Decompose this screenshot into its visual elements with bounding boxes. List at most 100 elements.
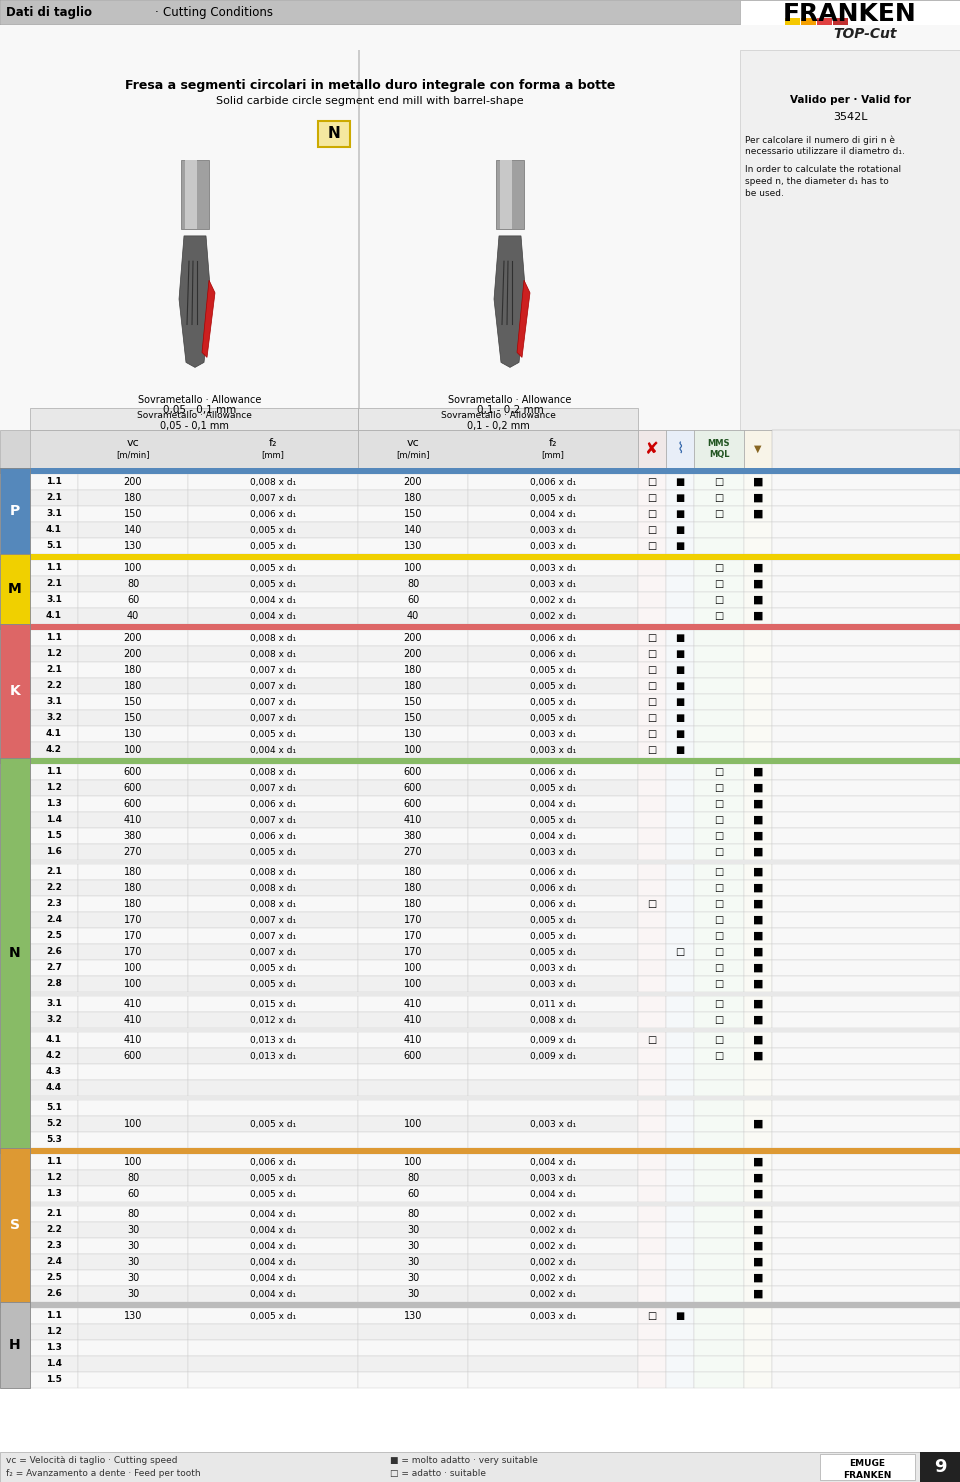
Bar <box>358 960 468 977</box>
Bar <box>694 1286 744 1303</box>
Text: □: □ <box>714 1034 724 1045</box>
Bar <box>468 694 638 710</box>
Bar <box>30 576 78 591</box>
Text: vᴄ: vᴄ <box>407 439 420 448</box>
Text: 410: 410 <box>404 815 422 825</box>
Bar <box>188 1132 358 1149</box>
Text: ■: ■ <box>676 745 684 754</box>
Text: 0,005 x d₁: 0,005 x d₁ <box>250 980 296 988</box>
Text: 0,005 x d₁: 0,005 x d₁ <box>250 1190 296 1199</box>
Text: 0,007 x d₁: 0,007 x d₁ <box>250 815 296 824</box>
Bar <box>666 1116 694 1132</box>
Text: □: □ <box>714 1015 724 1026</box>
Bar <box>358 1356 468 1372</box>
Text: 0,003 x d₁: 0,003 x d₁ <box>530 526 576 535</box>
Bar <box>0 430 960 468</box>
Bar <box>744 1356 772 1372</box>
Bar <box>666 662 694 677</box>
Text: □: □ <box>714 947 724 957</box>
Bar <box>188 742 358 757</box>
Bar <box>468 1372 638 1389</box>
Bar <box>0 757 30 1149</box>
Text: □: □ <box>714 508 724 519</box>
Text: 0,005 x d₁: 0,005 x d₁ <box>250 848 296 857</box>
Bar <box>638 1154 666 1169</box>
Text: 410: 410 <box>124 815 142 825</box>
Text: □: □ <box>676 947 684 957</box>
Text: 3.1: 3.1 <box>46 596 62 605</box>
Bar <box>468 538 638 554</box>
Bar <box>468 960 638 977</box>
Text: □: □ <box>647 745 657 754</box>
Text: N: N <box>327 126 341 141</box>
Bar <box>744 1100 772 1116</box>
Text: 0,006 x d₁: 0,006 x d₁ <box>250 510 296 519</box>
Text: 380: 380 <box>404 831 422 840</box>
Bar <box>188 1270 358 1286</box>
Bar <box>30 911 78 928</box>
Text: 0,004 x d₁: 0,004 x d₁ <box>250 745 296 754</box>
Polygon shape <box>202 280 215 357</box>
Bar <box>30 860 960 864</box>
Bar <box>744 1223 772 1237</box>
Bar <box>188 960 358 977</box>
Bar <box>30 1029 960 1031</box>
Bar <box>78 1064 188 1080</box>
Bar <box>744 828 772 845</box>
Bar <box>772 828 960 845</box>
Bar <box>188 828 358 845</box>
Text: 0,005 x d₁: 0,005 x d₁ <box>530 916 576 925</box>
Bar <box>188 591 358 608</box>
Bar <box>666 977 694 991</box>
Text: □: □ <box>647 633 657 643</box>
Bar <box>30 1064 78 1080</box>
Bar <box>772 780 960 796</box>
Bar <box>468 996 638 1012</box>
Bar <box>78 1286 188 1303</box>
Bar <box>358 928 468 944</box>
Text: 600: 600 <box>124 782 142 793</box>
Bar <box>358 977 468 991</box>
Bar <box>666 710 694 726</box>
Text: 0,005 x d₁: 0,005 x d₁ <box>530 698 576 707</box>
Text: ■: ■ <box>753 815 763 825</box>
Text: □: □ <box>714 1051 724 1061</box>
Bar <box>78 1206 188 1223</box>
Text: 0,008 x d₁: 0,008 x d₁ <box>250 649 296 658</box>
Text: 0,008 x d₁: 0,008 x d₁ <box>250 867 296 876</box>
Bar <box>30 996 78 1012</box>
Text: ■: ■ <box>753 963 763 974</box>
Bar <box>30 977 78 991</box>
Text: □: □ <box>647 682 657 691</box>
Bar <box>188 864 358 880</box>
Bar <box>638 430 666 468</box>
Bar <box>666 1154 694 1169</box>
Text: □: □ <box>714 963 724 974</box>
Bar <box>188 1223 358 1237</box>
Bar <box>188 1254 358 1270</box>
Bar <box>188 911 358 928</box>
Text: 30: 30 <box>127 1240 139 1251</box>
Bar <box>78 911 188 928</box>
Bar <box>694 1116 744 1132</box>
Bar <box>694 505 744 522</box>
Bar <box>188 1237 358 1254</box>
Text: 0,003 x d₁: 0,003 x d₁ <box>530 963 576 972</box>
Text: □: □ <box>714 914 724 925</box>
Text: 130: 130 <box>404 541 422 551</box>
Text: 0,009 x d₁: 0,009 x d₁ <box>530 1052 576 1061</box>
Bar <box>468 977 638 991</box>
Bar <box>638 1012 666 1029</box>
Text: 1.5: 1.5 <box>46 1375 62 1384</box>
Bar <box>744 576 772 591</box>
Bar <box>772 1169 960 1186</box>
Bar <box>468 780 638 796</box>
Bar <box>694 522 744 538</box>
Bar <box>30 742 78 757</box>
Bar <box>0 1303 960 1309</box>
Text: ■: ■ <box>753 947 763 957</box>
Bar <box>666 742 694 757</box>
Text: FRANKEN: FRANKEN <box>843 1470 891 1479</box>
Bar <box>694 880 744 897</box>
Bar <box>694 960 744 977</box>
